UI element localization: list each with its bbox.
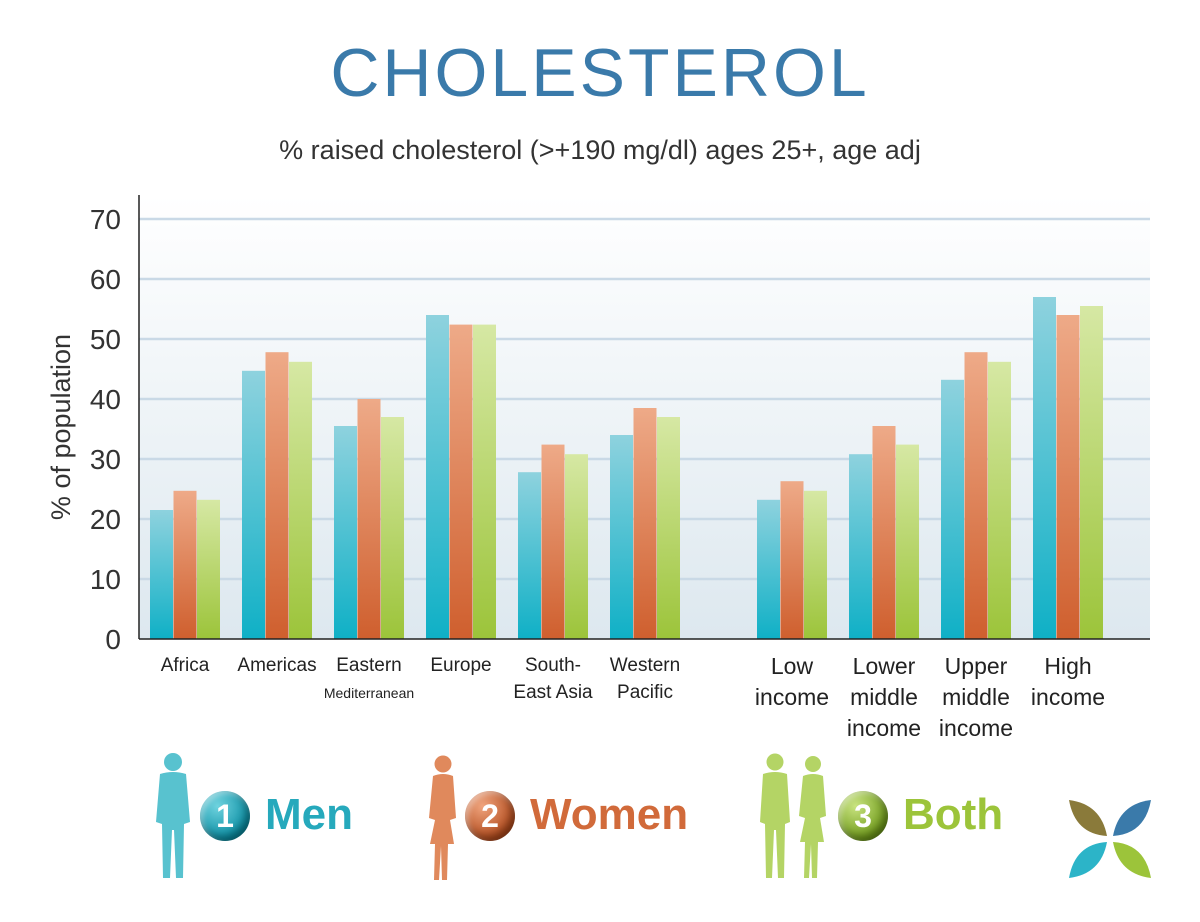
y-tick-label: 20 (90, 504, 121, 535)
y-tick-label: 10 (90, 564, 121, 595)
bar-both (565, 454, 588, 639)
legend-item-men: 1 Men (0, 740, 353, 878)
legend-badge-men: 1 (200, 791, 250, 841)
bar-women (780, 481, 804, 639)
legend-item-women: 2 Women (0, 740, 688, 880)
legend-label-women: Women (530, 790, 689, 839)
x-tick-label: Western Pacific (610, 655, 680, 703)
bar-both (289, 361, 312, 639)
man-silhouette-icon (156, 753, 190, 878)
bar-women (964, 352, 988, 639)
bar-men (334, 426, 357, 639)
four-leaf-logo-icon (1069, 800, 1151, 878)
legend-label-men: Men (265, 790, 353, 839)
chart-subtitle: % raised cholesterol (>+190 mg/dl) ages … (279, 135, 921, 165)
bar-men (610, 435, 633, 639)
y-tick-label: 30 (90, 444, 121, 475)
bar-women (357, 399, 381, 639)
bar-women (541, 444, 565, 639)
y-tick-label: 0 (105, 624, 121, 655)
bar-both (804, 490, 827, 639)
bar-both (896, 444, 919, 639)
bar-men (426, 315, 449, 639)
bar-women (633, 408, 657, 639)
x-tick-label: Africa (161, 655, 210, 676)
legend-label-both: Both (903, 790, 1004, 839)
bar-both (381, 417, 404, 639)
x-tick-label: Lower middle income (847, 653, 921, 741)
bar-both (988, 361, 1011, 639)
y-tick-labels: 0 10 20 30 40 50 60 70 (90, 204, 121, 655)
bar-men (518, 472, 541, 639)
legend-badge-both: 3 (838, 791, 888, 841)
bar-both (197, 499, 220, 639)
y-tick-label: 50 (90, 324, 121, 355)
bar-men (849, 454, 872, 639)
y-tick-label: 70 (90, 204, 121, 235)
bar-men (941, 379, 964, 639)
x-tick-label: Upper middle income (939, 653, 1013, 741)
bar-chart: 0 10 20 30 40 50 60 70 Africa Americas Eastern Med… (46, 195, 1150, 741)
bar-both (1080, 306, 1103, 639)
bars (150, 297, 1103, 639)
bar-women (1056, 315, 1080, 639)
x-tick-label: High income (1031, 653, 1105, 710)
x-tick-labels: Africa Americas Eastern Mediterranean Europe… (161, 653, 1105, 741)
y-axis-label: % of population (46, 334, 76, 520)
x-tick-label: Americas (237, 655, 316, 676)
woman-silhouette-icon (429, 755, 456, 880)
chart-title: CHOLESTEROL (330, 35, 870, 111)
bar-men (757, 499, 780, 639)
y-tick-label: 40 (90, 384, 121, 415)
bar-both (473, 324, 496, 639)
bar-men (150, 510, 173, 639)
legend-badge-women: 2 (465, 791, 515, 841)
bar-both (657, 417, 680, 639)
legend-item-both: 3 Both (0, 740, 1003, 878)
bar-women (173, 490, 197, 639)
couple-silhouette-icon (760, 753, 826, 878)
bar-women (449, 324, 473, 639)
x-tick-label: South-East Asia (513, 655, 593, 703)
x-tick-label: Low income (755, 653, 829, 710)
bar-men (242, 370, 265, 639)
x-tick-label: Eastern Mediterranean (324, 655, 414, 701)
bar-women (872, 426, 896, 639)
bar-men (1033, 297, 1056, 639)
x-tick-label: Europe (430, 655, 491, 676)
bar-women (265, 352, 289, 639)
y-tick-label: 60 (90, 264, 121, 295)
